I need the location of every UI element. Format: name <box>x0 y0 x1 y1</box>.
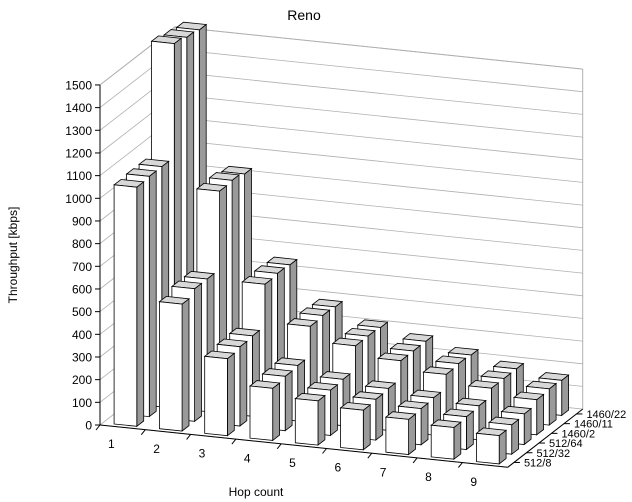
x-tick-mark <box>186 434 191 440</box>
x-tick-mark <box>231 438 237 445</box>
x-tick-label: 2 <box>153 442 160 456</box>
bar-side <box>148 170 157 418</box>
tick-labels: 0 100 200 300 400 500 600 700 800 900 1000 1100 1200… <box>65 78 626 488</box>
bar-front <box>113 184 138 427</box>
x-tick-mark <box>367 452 373 459</box>
x-tick-mark <box>95 424 101 431</box>
series-tick-label: 512/32 <box>536 448 570 460</box>
bar-side <box>511 418 519 456</box>
y-tick-label: 700 <box>72 260 92 274</box>
y-tick-label: 1500 <box>65 78 92 92</box>
y-tick-label: 100 <box>72 396 92 410</box>
bar <box>339 402 372 451</box>
bar <box>113 179 145 428</box>
bar <box>158 295 191 432</box>
y-tick-label: 200 <box>72 373 92 387</box>
bar-side <box>548 382 557 426</box>
y-tick-label: 1000 <box>65 192 92 206</box>
bar-side <box>465 410 474 451</box>
bar-side <box>226 352 235 437</box>
bar-front <box>158 301 183 432</box>
bar <box>384 411 417 456</box>
bar-side <box>375 393 384 441</box>
y-tick-label: 600 <box>72 282 92 296</box>
x-tick-mark <box>140 429 146 436</box>
bar-side <box>498 429 507 465</box>
x-tick-label: 6 <box>334 461 341 475</box>
y-tick-label: 1100 <box>66 169 92 183</box>
x-tick-label: 4 <box>244 451 251 465</box>
series-tick-label: 1460/11 <box>574 419 613 431</box>
bar <box>475 427 508 465</box>
bar-front <box>294 398 319 446</box>
bar <box>294 392 326 446</box>
series-tick-label: 1460/2 <box>561 428 595 440</box>
x-tick-label: 3 <box>199 447 206 461</box>
y-tick-label: 1300 <box>65 124 92 138</box>
bar-side <box>272 382 281 442</box>
bar <box>430 419 462 461</box>
bar-front <box>340 407 364 451</box>
x-tick-label: 7 <box>380 465 387 479</box>
bars <box>113 21 570 465</box>
bar-side <box>362 403 371 451</box>
bar <box>248 380 281 442</box>
x-tick-mark <box>322 448 327 454</box>
y-tick-label: 1200 <box>65 146 92 160</box>
bar-front <box>249 385 274 441</box>
series-tick-label: 512/8 <box>524 457 552 469</box>
bar-side <box>194 282 202 423</box>
y-tick-label: 1400 <box>65 101 92 115</box>
y-tick-label: 900 <box>72 214 92 228</box>
x-tick-label: 1 <box>108 437 115 451</box>
bar-side <box>181 297 190 432</box>
bar-side <box>420 402 429 446</box>
x-tick-mark <box>458 462 463 468</box>
x-axis-line <box>99 424 508 468</box>
bar-side <box>239 340 248 427</box>
bar-side <box>536 393 544 436</box>
bar-side <box>561 374 569 417</box>
y-axis-label: Throughput [kbps] <box>6 207 20 304</box>
y-tick-label: 800 <box>72 237 92 251</box>
series-tick-label: 512/64 <box>549 438 583 450</box>
x-tick-label: 5 <box>289 456 296 470</box>
bar-side <box>317 394 326 446</box>
bar <box>203 350 236 437</box>
chart-title: Reno <box>287 7 321 23</box>
z-axis-line <box>507 408 584 468</box>
y-tick-label: 0 <box>85 419 92 433</box>
bar-front <box>476 432 500 465</box>
bar-side <box>284 370 293 432</box>
series-tick-label: 1460/22 <box>586 409 626 421</box>
y-tick-label: 500 <box>72 305 92 319</box>
bar-side <box>408 413 416 456</box>
y-tick-label: 300 <box>72 350 92 364</box>
bar-side <box>453 421 462 461</box>
x-tick-label: 9 <box>470 475 477 489</box>
bar-side <box>136 180 145 428</box>
axes <box>95 84 584 468</box>
x-tick-label: 8 <box>425 470 432 484</box>
bar-side <box>523 407 532 446</box>
x-tick-mark <box>276 443 282 450</box>
x-axis-label: Hop count <box>229 485 284 499</box>
bar-side <box>330 383 338 437</box>
y-tick-label: 400 <box>72 328 92 342</box>
bar-front <box>204 355 228 437</box>
bar-front <box>385 416 410 455</box>
bar-front <box>430 424 455 460</box>
x-tick-mark <box>412 457 418 464</box>
